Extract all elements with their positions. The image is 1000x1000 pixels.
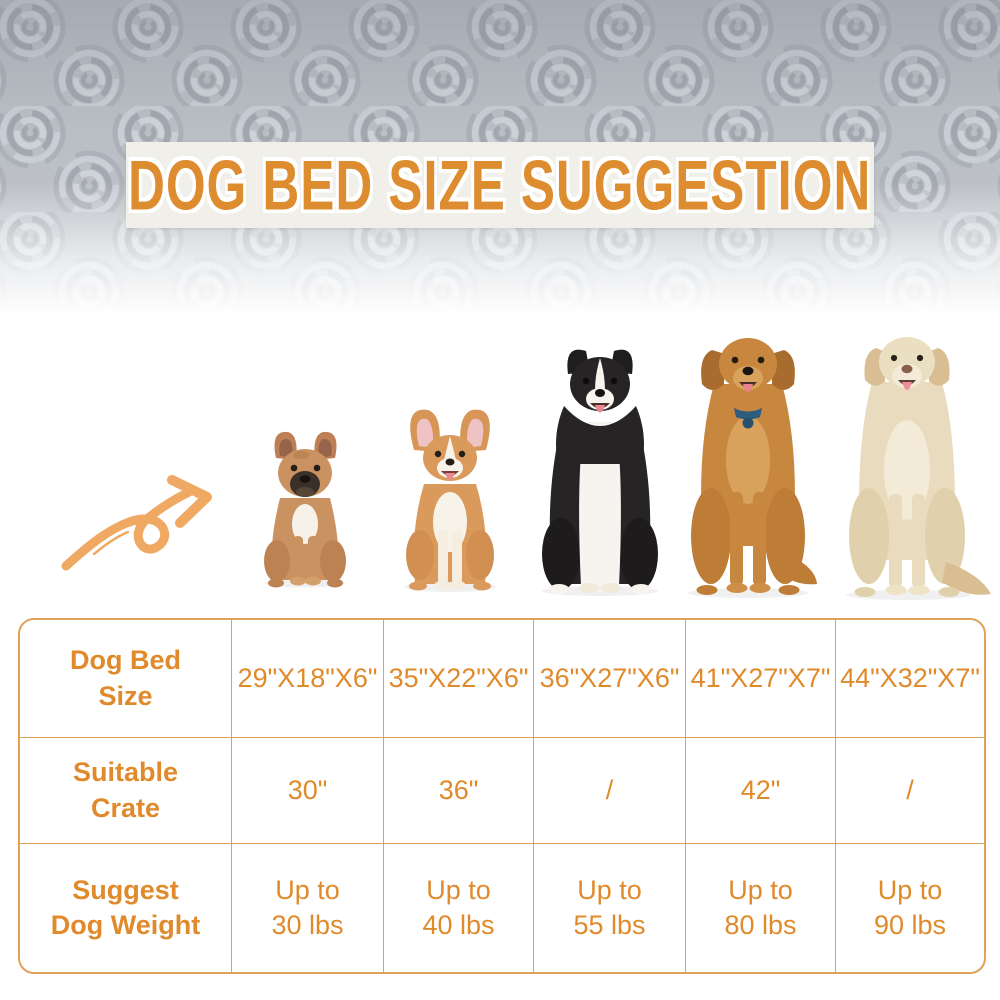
weight-line: Up to (728, 874, 793, 905)
curly-arrow-icon (61, 475, 212, 571)
weight-line: Up to (577, 874, 642, 905)
weight-line: Up to (877, 874, 943, 905)
title-banner: DOG BED SIZE SUGGESTION (126, 142, 874, 228)
row-header-bed-size: Dog Bed Size (20, 620, 232, 738)
row-header-weight: Suggest Dog Weight (20, 844, 232, 972)
size-suggestion-table: Dog Bed Size 29"X18"X6" 35"X22"X6" 36"X2… (18, 618, 986, 974)
bed-size-value: 44"X32"X7" (836, 620, 984, 738)
weight-value: Up to 40 lbs (384, 844, 534, 972)
crate-size-value: 30" (232, 738, 384, 844)
border-collie-illustration (542, 349, 658, 596)
row-header-crate: Suitable Crate (20, 738, 232, 844)
golden-retriever-illustration (688, 338, 817, 598)
crate-size-value: 36" (384, 738, 534, 844)
labrador-retriever-illustration (846, 337, 991, 600)
bed-size-value: 35"X22"X6" (384, 620, 534, 738)
weight-line: 80 lbs (724, 910, 797, 940)
bed-size-value: 29"X18"X6" (232, 620, 384, 738)
crate-size-value: / (836, 738, 984, 844)
bed-size-value: 36"X27"X6" (534, 620, 686, 738)
weight-value: Up to 90 lbs (836, 844, 984, 972)
weight-line: 40 lbs (422, 910, 495, 940)
french-bulldog-illustration (264, 431, 346, 588)
corgi-illustration (404, 409, 496, 592)
weight-line: 90 lbs (873, 910, 947, 940)
weight-value: Up to 80 lbs (686, 844, 836, 972)
crate-size-value: 42" (686, 738, 836, 844)
weight-value: Up to 30 lbs (232, 844, 384, 972)
weight-value: Up to 55 lbs (534, 844, 686, 972)
weight-line: 30 lbs (271, 910, 344, 940)
weight-line: 55 lbs (573, 910, 646, 940)
weight-line: Up to (426, 874, 491, 905)
weight-line: Up to (275, 874, 340, 905)
bed-size-value: 41"X27"X7" (686, 620, 836, 738)
crate-size-value: / (534, 738, 686, 844)
page-title: DOG BED SIZE SUGGESTION (128, 145, 872, 225)
